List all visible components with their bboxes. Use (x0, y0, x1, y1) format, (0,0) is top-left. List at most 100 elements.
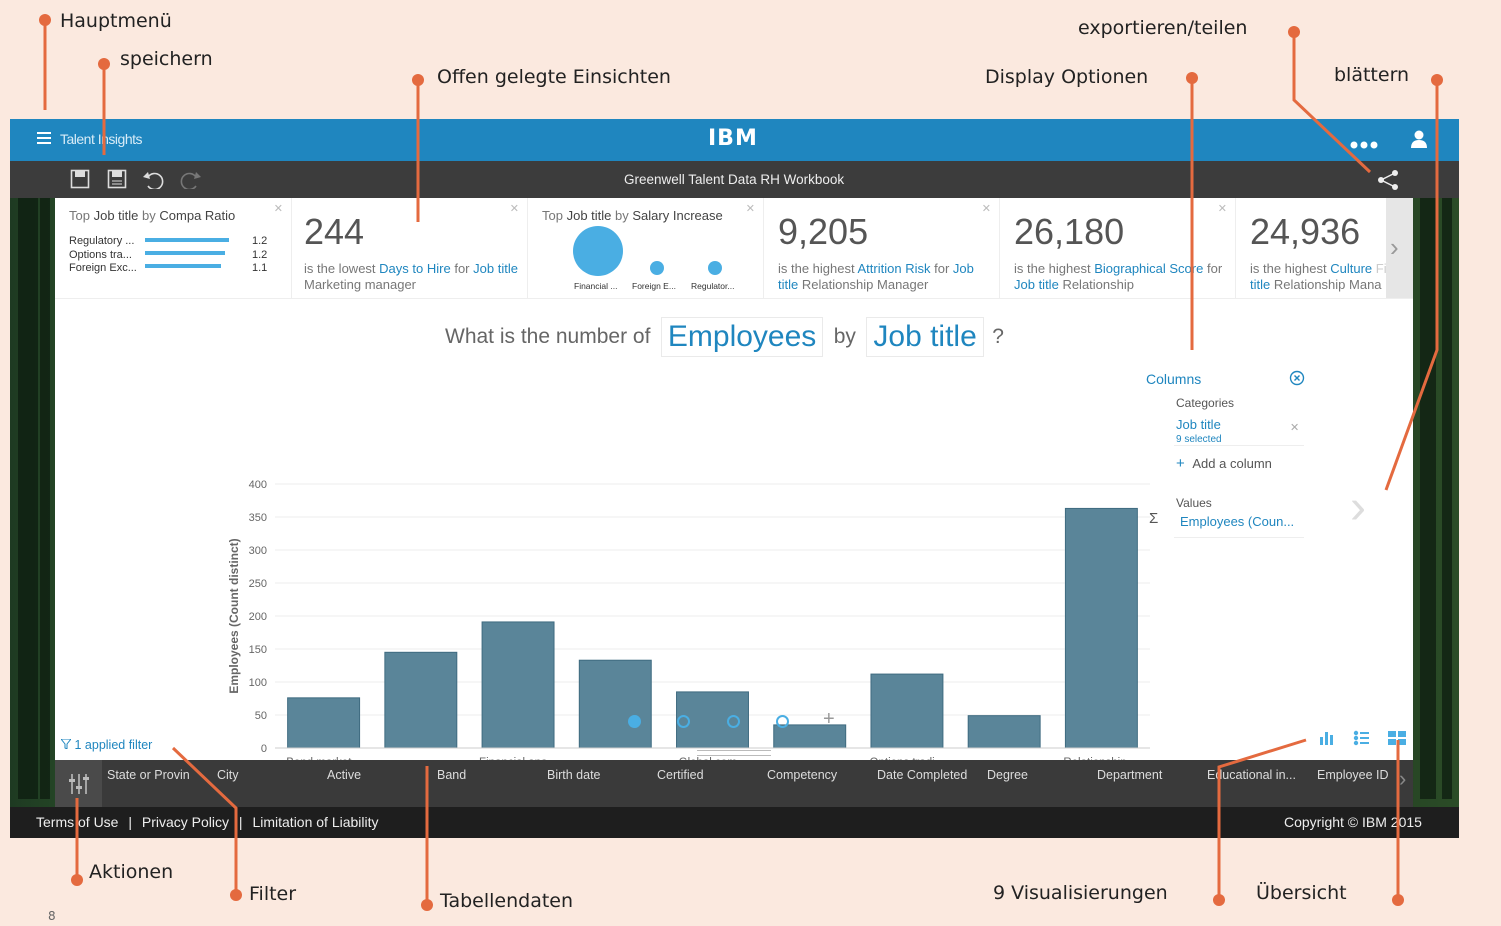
drag-handle[interactable] (697, 750, 771, 756)
footer: Terms of Use | Privacy Policy | Limitati… (10, 807, 1459, 838)
card-value: Relationship Mana (1273, 277, 1382, 292)
privacy-link[interactable]: Privacy Policy (141, 814, 230, 830)
workbook-title: Greenwell Talent Data RH Workbook (624, 172, 845, 187)
overview-grid-icon[interactable] (1388, 730, 1406, 751)
y-tick-label: 400 (249, 479, 267, 491)
columns-next-icon[interactable]: › (1399, 766, 1407, 791)
save-as-icon[interactable] (107, 169, 127, 194)
card-bar (145, 251, 225, 255)
card-metric: Days to Hire (379, 261, 451, 276)
close-circle-icon[interactable] (1289, 370, 1305, 391)
card-field: Job title (778, 261, 974, 292)
card-number: 244 (304, 211, 365, 252)
column-header[interactable]: Certified (657, 768, 704, 782)
insight-card-salary-increase[interactable]: ✕ Top Job title by Salary Increase Finan… (528, 198, 764, 298)
column-header[interactable]: Birth date (547, 768, 601, 782)
remove-icon[interactable]: ✕ (1290, 422, 1300, 434)
chart-bar[interactable] (1064, 507, 1138, 749)
insight-card-attrition-risk[interactable]: ✕ 9,205 is the highest Attrition Risk fo… (764, 198, 1000, 298)
annotation-display: Display Optionen (985, 66, 1149, 88)
user-icon[interactable] (1410, 130, 1428, 153)
card-number: 24,936 (1250, 211, 1361, 252)
annotation-dot (1186, 72, 1198, 84)
question-measure[interactable]: Employees (660, 317, 824, 357)
app-name[interactable]: Talent Insights (60, 131, 143, 147)
column-header[interactable]: Department (1097, 768, 1163, 782)
close-icon[interactable]: ✕ (509, 203, 519, 215)
insight-card-culture-fit[interactable]: 24,936 is the highest Culture Fit fo tit… (1236, 198, 1386, 298)
close-icon[interactable]: ✕ (273, 203, 283, 215)
applied-filter-label: 1 applied filter (74, 738, 153, 752)
footer-separator: | (238, 814, 243, 830)
column-header[interactable]: Degree (987, 768, 1028, 782)
card-prefix: Top (542, 208, 563, 223)
insights-next-button[interactable]: › (1386, 198, 1413, 298)
card-text: Fit fo (1375, 261, 1386, 276)
card-row-label: Options tra... (69, 248, 132, 261)
insight-card-biographical-score[interactable]: ✕ 26,180 is the highest Biographical Sco… (1000, 198, 1236, 298)
undo-icon[interactable] (142, 169, 166, 194)
card-text: for (934, 261, 950, 276)
chart-bar[interactable] (967, 715, 1041, 749)
bubble-label: Financial ... (574, 281, 618, 291)
question-dimension[interactable]: Job title (866, 317, 984, 357)
chevron-right-icon: › (1390, 232, 1399, 262)
insight-card-days-to-hire[interactable]: ✕ 244 is the lowest Days to Hire for Job… (292, 198, 528, 298)
sigma-icon: Σ (1149, 510, 1159, 527)
card-by: by (615, 208, 629, 223)
visualizations-icon[interactable] (1319, 730, 1337, 751)
annotation-visualisierungen: 9 Visualisierungen (993, 882, 1168, 904)
card-text: is the highest (778, 261, 855, 276)
column-header[interactable]: Date Completed (877, 768, 968, 782)
close-icon[interactable]: ✕ (745, 203, 755, 215)
card-field: Job (473, 261, 495, 276)
chart-bar[interactable] (481, 621, 555, 749)
value-field: Employees (Coun... (1180, 514, 1295, 529)
annotation-tabellendaten: Tabellendaten (440, 890, 574, 912)
card-metric: Salary Increase (632, 208, 723, 223)
card-row-label: Foreign Exc... (69, 262, 137, 274)
close-icon[interactable]: ✕ (1217, 203, 1227, 215)
insight-card-compa-ratio[interactable]: ✕ Top Job title by Compa Ratio Regulator… (55, 198, 292, 298)
category-chip[interactable]: Job title 9 selected ✕ (1174, 412, 1304, 446)
chart-bar[interactable] (578, 659, 652, 749)
page-dot-active[interactable] (628, 715, 641, 728)
close-icon[interactable]: ✕ (981, 203, 991, 215)
menu-icon[interactable] (37, 132, 51, 144)
page-dot[interactable] (776, 715, 789, 728)
top-bar: Talent Insights IBM (10, 119, 1459, 161)
redo-icon[interactable] (178, 169, 202, 194)
column-header[interactable]: Band (437, 768, 467, 782)
annotation-dot (39, 14, 51, 26)
add-page-icon[interactable]: + (823, 708, 835, 730)
save-icon[interactable] (70, 169, 90, 194)
column-header[interactable]: Competency (767, 768, 838, 782)
page-number: 8 (48, 909, 56, 923)
card-field: title (1250, 277, 1271, 292)
chart-bar[interactable] (287, 697, 361, 749)
annotation-dot (230, 889, 242, 901)
chart-bar[interactable] (870, 673, 944, 749)
card-field: Job title (1014, 277, 1059, 292)
card-field: Job title (93, 208, 139, 223)
list-view-icon[interactable] (1353, 730, 1371, 751)
actions-button[interactable] (55, 760, 102, 807)
page-dot[interactable] (677, 715, 690, 728)
more-icon[interactable] (1350, 136, 1378, 154)
terms-link[interactable]: Terms of Use (36, 814, 119, 830)
chevron-right-icon[interactable]: › (1350, 481, 1366, 534)
column-header[interactable]: State or Provin (107, 768, 190, 782)
limitation-link[interactable]: Limitation of Liability (252, 814, 379, 830)
column-header[interactable]: Employee ID (1317, 768, 1389, 782)
y-tick-label: 150 (249, 644, 267, 656)
value-chip[interactable]: Employees (Coun... (1174, 512, 1304, 538)
applied-filter[interactable]: 1 applied filter (59, 738, 153, 752)
table-column-strip: State or Provin City Active Band Birth d… (55, 760, 1413, 807)
chart-bar[interactable] (384, 651, 458, 749)
share-icon[interactable] (1376, 169, 1400, 196)
add-column-button[interactable]: + Add a column (1176, 455, 1272, 472)
column-header[interactable]: City (217, 768, 239, 782)
column-header[interactable]: Active (327, 768, 362, 782)
page-dot[interactable] (727, 715, 740, 728)
column-header[interactable]: Educational in... (1207, 768, 1296, 782)
